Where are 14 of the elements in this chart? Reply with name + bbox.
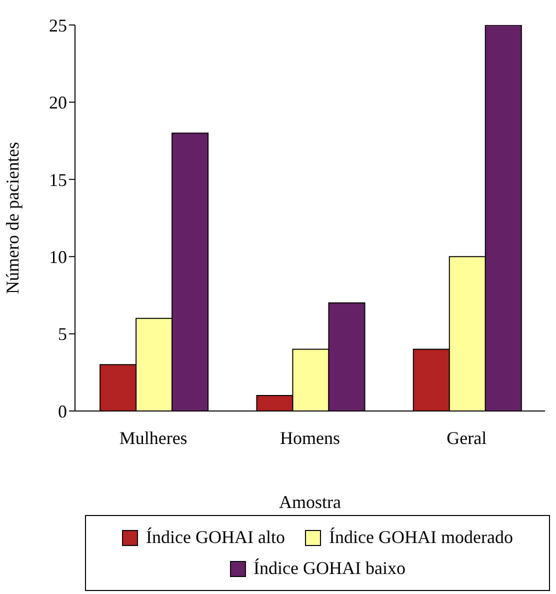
y-tick-label: 15 [49,170,67,190]
y-tick-label: 20 [49,92,67,113]
x-tick-label: Geral [446,428,487,448]
y-tick-label: 0 [58,401,67,422]
x-axis-title: Amostra [279,492,341,512]
y-tick-label: 10 [49,246,67,267]
legend-label: Índice GOHAI baixo [254,558,406,579]
legend-label: Índice GOHAI moderado [329,527,513,548]
x-tick-label: Homens [280,428,340,448]
y-tick-label: 5 [58,324,67,344]
y-axis-title: Número de pacientes [2,142,22,294]
y-tick-label: 25 [49,15,67,36]
legend-label: Índice GOHAI alto [146,527,286,548]
x-tick-label: Mulheres [119,428,188,448]
